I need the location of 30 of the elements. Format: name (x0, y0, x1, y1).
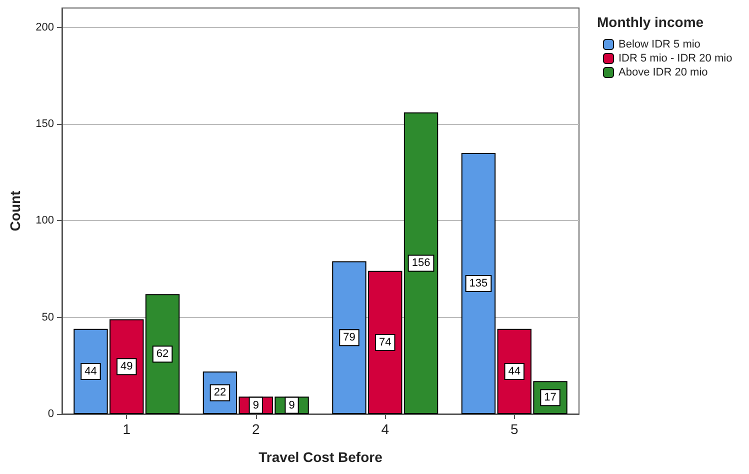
y-tick-label: 200 (36, 21, 54, 34)
x-tick-label: 2 (252, 421, 260, 437)
legend-label: Below IDR 5 mio (618, 38, 700, 50)
data-label: 44 (508, 365, 520, 378)
bar (461, 153, 496, 414)
x-tick-label: 1 (122, 421, 131, 437)
y-tick-label: 50 (42, 311, 54, 324)
y-axis-title: Count (7, 190, 23, 232)
data-label: 22 (214, 386, 226, 399)
y-tick-label: 0 (48, 408, 54, 420)
data-label: 17 (544, 392, 556, 404)
bar (404, 112, 438, 414)
data-label: 79 (343, 332, 356, 344)
data-label: 9 (288, 399, 295, 412)
data-label: 74 (379, 336, 392, 348)
data-label: 49 (120, 360, 133, 373)
data-label: 9 (252, 399, 259, 412)
y-tick-label: 100 (36, 214, 54, 227)
legend-label: IDR 5 mio - IDR 20 mio (618, 52, 732, 64)
data-label: 44 (84, 365, 97, 378)
bar (145, 294, 180, 414)
legend-title: Monthly income (597, 14, 704, 30)
data-label: 135 (469, 278, 488, 290)
x-tick-label: 4 (381, 421, 390, 437)
data-label: 62 (156, 348, 169, 360)
legend-label: Above IDR 20 mio (618, 66, 708, 78)
x-axis-title: Travel Cost Before (258, 449, 383, 465)
x-tick-label: 5 (510, 421, 518, 437)
y-tick-label: 150 (36, 118, 54, 130)
data-label: 156 (412, 257, 430, 270)
